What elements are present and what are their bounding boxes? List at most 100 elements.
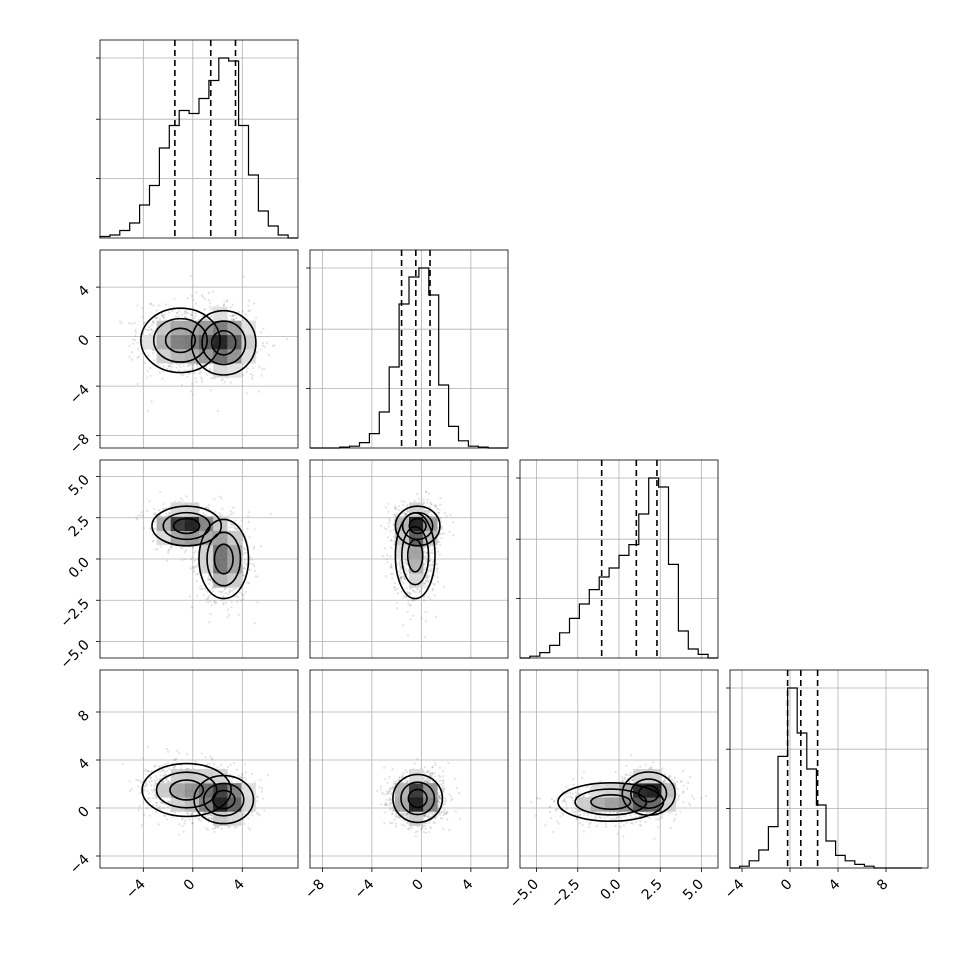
point bbox=[423, 563, 426, 566]
point bbox=[149, 302, 152, 305]
point bbox=[386, 536, 390, 539]
point bbox=[230, 526, 234, 529]
point bbox=[191, 306, 194, 309]
point bbox=[437, 580, 440, 583]
point bbox=[429, 501, 432, 504]
point bbox=[191, 367, 194, 370]
point bbox=[243, 548, 247, 551]
point bbox=[149, 527, 152, 530]
hist-panel-1 bbox=[306, 249, 509, 449]
point bbox=[389, 555, 392, 558]
point bbox=[248, 536, 251, 539]
point bbox=[241, 574, 244, 577]
point bbox=[159, 545, 162, 548]
point bbox=[385, 527, 388, 531]
point bbox=[237, 774, 241, 777]
point bbox=[437, 540, 441, 543]
point bbox=[429, 598, 432, 601]
point bbox=[426, 584, 429, 587]
point bbox=[218, 512, 221, 515]
point bbox=[253, 564, 256, 568]
point bbox=[153, 794, 156, 797]
point bbox=[141, 307, 144, 310]
point bbox=[154, 527, 157, 531]
point bbox=[195, 573, 198, 576]
point bbox=[163, 814, 166, 817]
point bbox=[237, 310, 240, 314]
point bbox=[152, 790, 155, 794]
point bbox=[241, 571, 244, 574]
point bbox=[253, 545, 256, 548]
point bbox=[406, 591, 409, 594]
frame-joint-2 bbox=[309, 459, 509, 659]
point bbox=[235, 826, 238, 829]
point bbox=[198, 818, 201, 821]
point bbox=[243, 547, 246, 550]
point bbox=[433, 574, 436, 577]
point bbox=[411, 614, 415, 617]
point bbox=[173, 758, 176, 762]
point bbox=[383, 527, 386, 530]
point bbox=[201, 587, 204, 590]
point bbox=[222, 595, 225, 598]
point bbox=[242, 553, 245, 556]
point bbox=[418, 590, 422, 593]
point bbox=[246, 367, 249, 370]
point bbox=[206, 317, 209, 321]
point bbox=[439, 517, 442, 520]
point bbox=[192, 567, 195, 570]
point bbox=[200, 584, 203, 587]
point bbox=[400, 578, 403, 581]
point bbox=[256, 575, 259, 578]
point bbox=[214, 377, 217, 380]
point bbox=[136, 382, 139, 386]
contour-level-2-mode-0 bbox=[210, 329, 237, 356]
point bbox=[157, 304, 160, 307]
point bbox=[416, 587, 419, 590]
point bbox=[403, 561, 407, 564]
point bbox=[184, 316, 187, 319]
point bbox=[393, 586, 396, 589]
point bbox=[256, 350, 259, 353]
point bbox=[195, 565, 198, 568]
point bbox=[238, 524, 242, 527]
point bbox=[256, 796, 259, 799]
point bbox=[142, 526, 145, 530]
point bbox=[230, 317, 233, 320]
point bbox=[183, 312, 186, 315]
point bbox=[199, 371, 202, 374]
point bbox=[205, 513, 208, 516]
point bbox=[435, 563, 439, 566]
point bbox=[183, 550, 187, 554]
point bbox=[243, 561, 246, 565]
point bbox=[225, 299, 229, 302]
point bbox=[440, 527, 443, 531]
joint-panel-param_0-param_3 bbox=[99, 669, 299, 869]
point bbox=[173, 297, 176, 301]
point bbox=[152, 507, 156, 510]
point bbox=[424, 580, 428, 584]
point bbox=[403, 565, 406, 568]
point bbox=[394, 506, 397, 509]
point bbox=[231, 314, 234, 318]
point bbox=[226, 616, 229, 619]
density-block bbox=[199, 559, 214, 574]
point bbox=[143, 361, 147, 365]
point bbox=[149, 328, 153, 331]
point bbox=[439, 503, 442, 506]
point bbox=[429, 559, 432, 562]
point bbox=[170, 545, 173, 549]
point bbox=[223, 587, 226, 590]
point bbox=[426, 579, 429, 583]
point bbox=[259, 348, 262, 351]
point bbox=[188, 372, 191, 375]
point bbox=[192, 570, 195, 573]
point bbox=[154, 316, 158, 319]
point bbox=[402, 596, 405, 599]
point bbox=[120, 321, 123, 324]
point bbox=[424, 566, 427, 569]
point bbox=[213, 498, 216, 501]
point bbox=[397, 570, 400, 573]
point bbox=[423, 562, 426, 566]
point bbox=[248, 309, 251, 312]
